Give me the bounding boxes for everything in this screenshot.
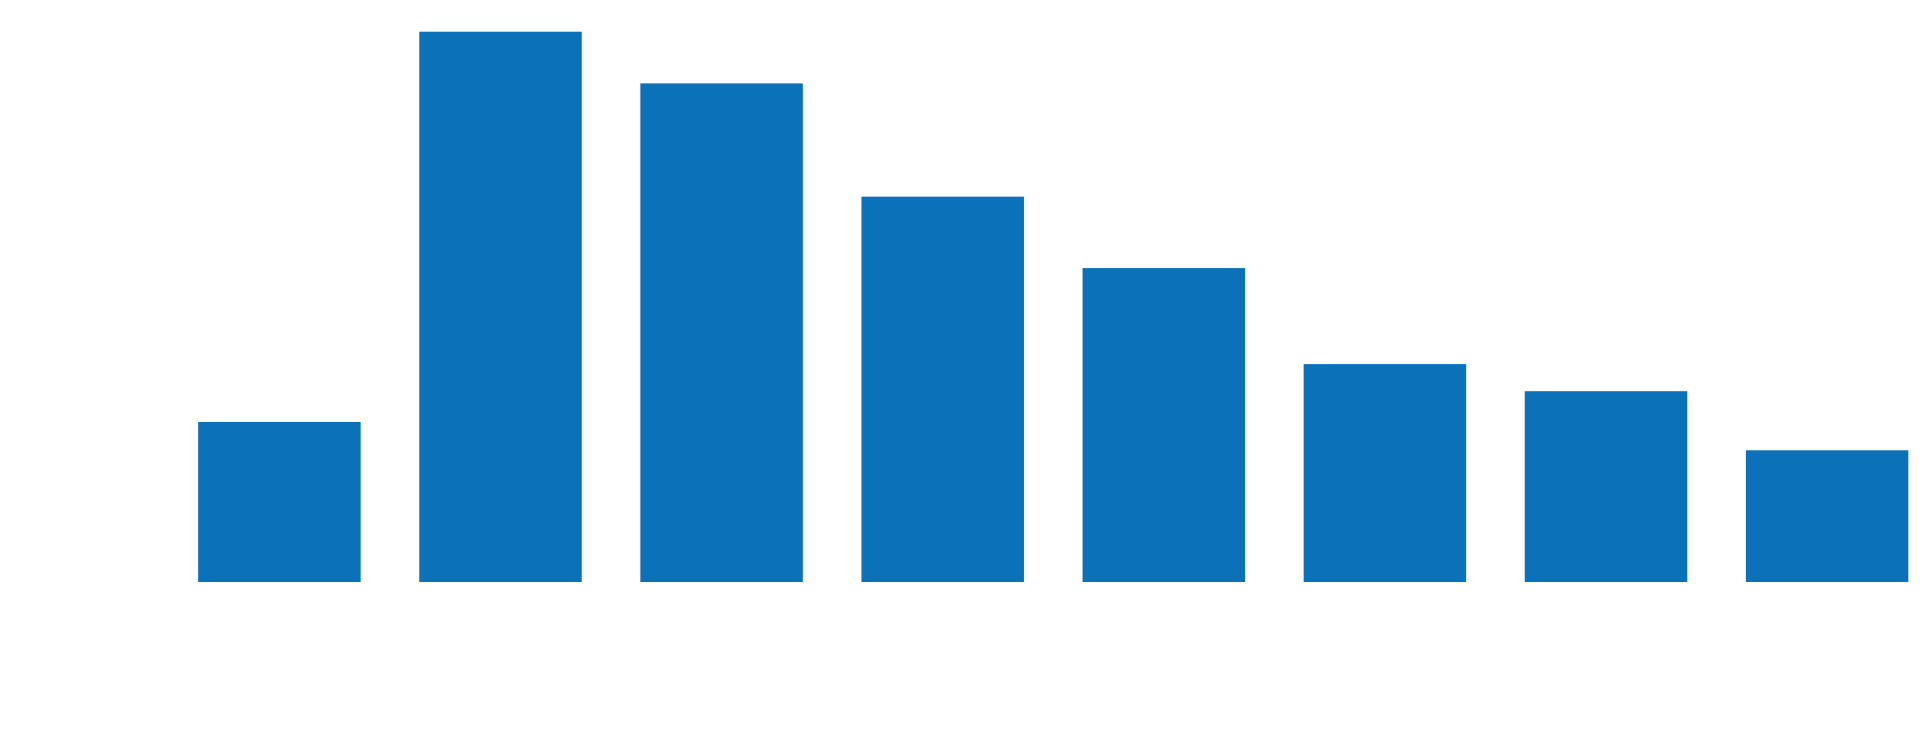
bar: [1745, 450, 1909, 582]
bar: [419, 31, 582, 582]
bar: [198, 421, 361, 582]
bar: [1303, 364, 1467, 582]
bar: [1524, 391, 1688, 582]
bar: [1082, 268, 1246, 582]
bar: [861, 196, 1024, 582]
bar: [640, 83, 803, 583]
